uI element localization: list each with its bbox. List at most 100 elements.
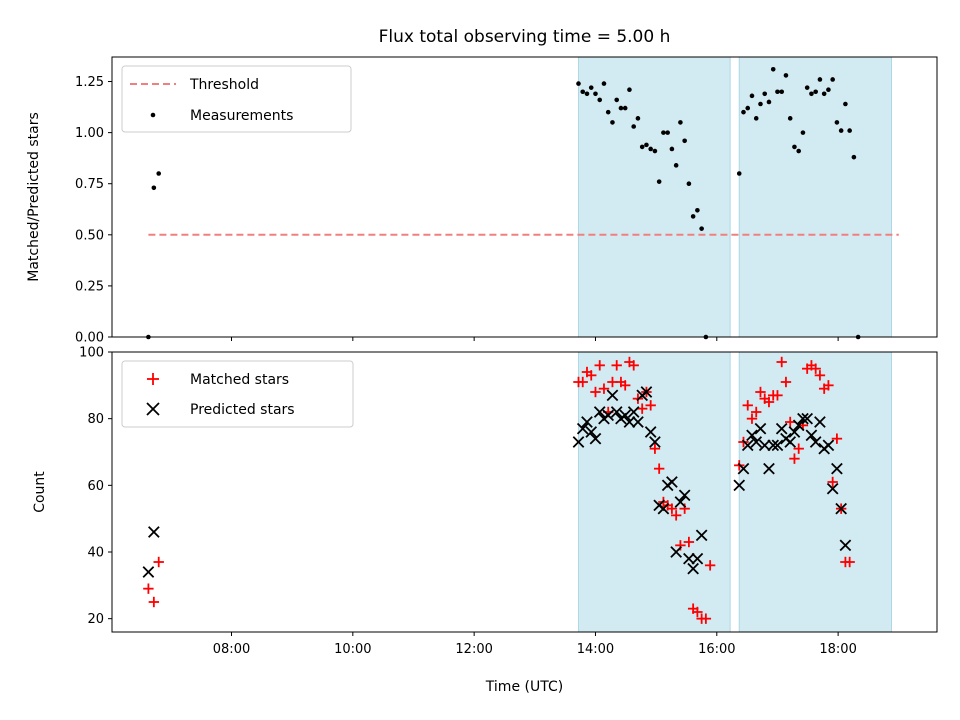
predicted-star-point — [695, 529, 708, 542]
predicted-star-point — [831, 462, 843, 475]
predicted-star-point — [576, 422, 589, 435]
measurement-point — [652, 148, 658, 154]
measurement-point — [648, 146, 653, 152]
predicted-star-point — [644, 426, 657, 438]
matched-star-point — [577, 376, 588, 388]
bottom-legend-frame — [121, 360, 354, 428]
predicted-star-point — [602, 409, 615, 422]
measurement-point — [779, 89, 785, 95]
top-x-ticks — [231, 337, 839, 341]
measurement-point — [830, 77, 835, 82]
measurement-point — [821, 91, 827, 97]
shaded-region-2 — [738, 351, 893, 633]
matched-star-point — [746, 413, 758, 424]
measurement-point — [614, 97, 620, 103]
matched-star-point — [143, 583, 154, 594]
measurement-point — [639, 144, 645, 150]
matched-star-point — [153, 556, 164, 568]
matched-star-point — [780, 376, 792, 388]
predicted-star-point — [835, 502, 847, 515]
matched-star-point — [793, 443, 804, 454]
measurement-point — [605, 109, 611, 115]
shaded-region-1 — [577, 56, 731, 338]
matched-star-point — [666, 503, 678, 514]
legend-threshold-label: Threshold — [189, 77, 259, 93]
measurement-point — [678, 120, 683, 125]
predicted-star-point — [691, 552, 704, 565]
predicted-star-point — [805, 429, 818, 442]
matched-star-point — [692, 606, 703, 618]
matched-star-point — [619, 380, 631, 391]
predicted-star-point — [674, 496, 687, 508]
measurement-point — [631, 124, 636, 129]
measurement-point — [758, 101, 763, 107]
measurement-point — [156, 171, 162, 176]
y-tick-label: 0.50 — [75, 228, 104, 243]
matched-star-point — [598, 383, 610, 394]
legend-matched-label: Matched stars — [190, 372, 289, 388]
predicted-star-point — [610, 406, 623, 418]
predicted-star-point — [788, 426, 801, 438]
measurement-point — [847, 128, 852, 133]
legend-predicted-label: Predicted stars — [190, 402, 295, 418]
measurement-point — [745, 105, 751, 111]
predicted-star-point — [775, 422, 788, 435]
predicted-star-point — [750, 436, 763, 448]
predicted-star-point — [822, 439, 835, 452]
measurement-point — [618, 105, 624, 111]
y-tick-label: 60 — [87, 479, 104, 494]
measurement-point — [656, 179, 662, 184]
measurement-point — [682, 138, 687, 144]
predicted-star-point — [640, 386, 653, 398]
matched-star-point — [645, 400, 656, 411]
measurement-point — [762, 91, 768, 97]
predicted-star-point — [632, 416, 644, 428]
top-legend: Threshold Measurements — [121, 65, 352, 133]
matched-star-point — [810, 363, 821, 374]
measurement-point — [690, 214, 696, 219]
measurement-point — [783, 73, 789, 78]
predicted-star-point — [741, 439, 754, 452]
y-tick-label: 0.75 — [75, 177, 104, 192]
legend-measurements-label: Measurements — [190, 108, 293, 124]
bottom-count-points — [142, 356, 855, 624]
predicted-star-point — [826, 482, 839, 495]
top-legend-frame — [121, 65, 352, 133]
predicted-star-point — [670, 546, 682, 558]
measurement-point — [792, 144, 797, 150]
matched-star-point — [148, 596, 160, 608]
measurement-point — [838, 128, 844, 133]
predicted-star-point — [733, 479, 746, 492]
x-tick-label: 16:00 — [698, 642, 735, 657]
matched-star-point — [594, 360, 605, 371]
shaded-region-1 — [577, 351, 731, 633]
measurement-point — [661, 130, 666, 135]
predicted-star-point — [657, 502, 670, 515]
matched-star-point — [742, 400, 753, 411]
predicted-star-point — [801, 412, 814, 425]
measurement-point — [753, 116, 759, 121]
predicted-star-point — [792, 419, 805, 432]
y-tick-label: 100 — [79, 346, 104, 361]
predicted-star-point — [593, 406, 606, 418]
x-tick-label: 08:00 — [213, 642, 250, 657]
predicted-star-point — [666, 476, 678, 488]
measurement-point — [800, 130, 806, 135]
y-tick-label: 0.25 — [75, 279, 104, 294]
y-tick-label: 1.25 — [75, 75, 104, 90]
bottom-plot-frame — [111, 351, 938, 633]
matched-star-point — [763, 396, 775, 408]
measurement-point — [597, 97, 603, 103]
legend-matched-swatch — [147, 373, 159, 385]
measurement-point — [665, 130, 670, 135]
x-tick-label: 18:00 — [819, 642, 856, 657]
top-y-ticks: 0.00 0.25 0.50 0.75 1.00 1.25 — [75, 75, 112, 346]
matched-star-point — [831, 433, 843, 444]
matched-star-point — [823, 380, 834, 391]
matched-star-point — [653, 463, 665, 474]
matched-star-point — [789, 453, 800, 464]
matched-star-point — [611, 360, 622, 371]
measurement-point — [695, 207, 700, 213]
matched-star-point — [704, 560, 716, 571]
matched-star-point — [776, 356, 787, 368]
